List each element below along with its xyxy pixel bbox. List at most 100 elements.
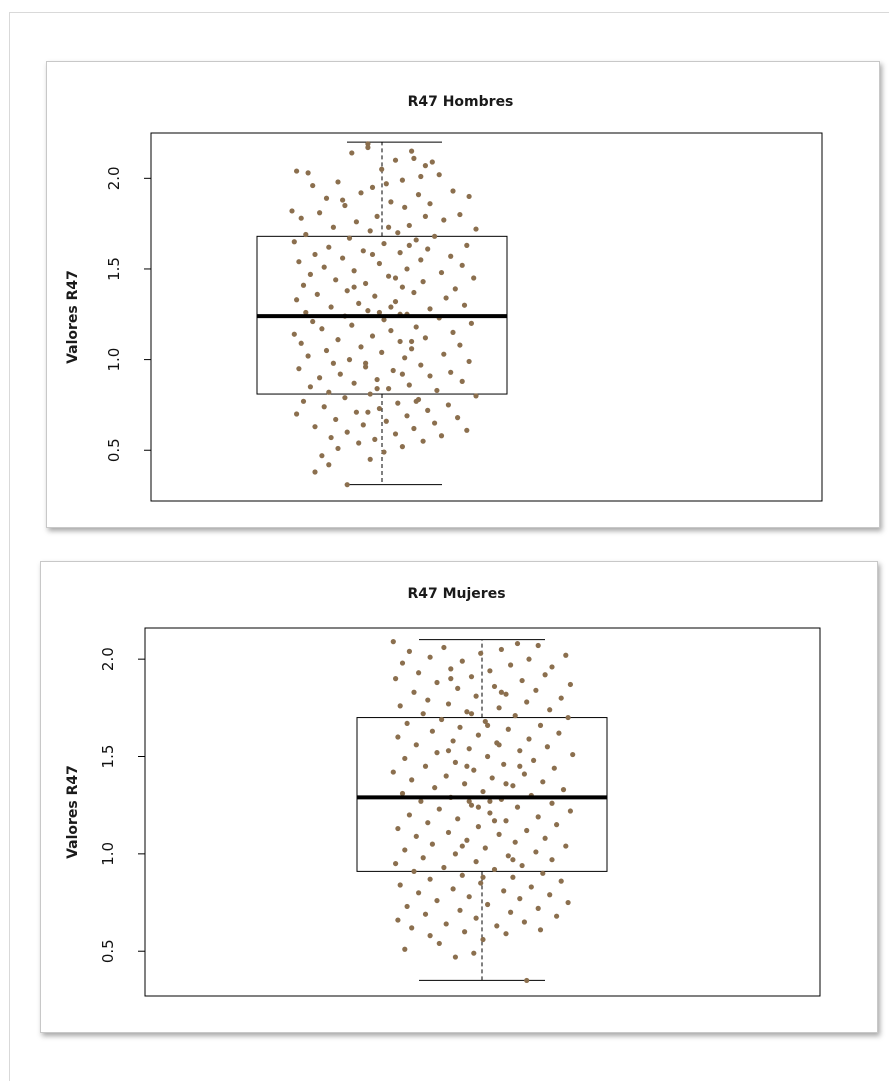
- data-point: [379, 349, 385, 355]
- data-point: [471, 950, 477, 956]
- data-point: [372, 436, 378, 442]
- data-point: [323, 195, 330, 201]
- data-point: [386, 386, 392, 392]
- data-point: [505, 726, 511, 732]
- data-point: [563, 843, 569, 849]
- data-point: [399, 371, 405, 377]
- data-point: [363, 360, 369, 366]
- data-point: [537, 927, 544, 933]
- data-point: [397, 250, 403, 256]
- data-point: [383, 418, 389, 424]
- data-point: [482, 845, 488, 851]
- data-point: [413, 742, 419, 748]
- data-point: [521, 771, 527, 777]
- data-point: [411, 155, 417, 161]
- box-iqr: [356, 717, 608, 872]
- data-point: [452, 759, 458, 765]
- data-point: [468, 711, 475, 717]
- data-point: [406, 222, 412, 229]
- data-point: [464, 837, 470, 843]
- data-point: [411, 868, 417, 874]
- data-point: [353, 219, 359, 225]
- data-point: [397, 338, 403, 345]
- data-point: [298, 340, 304, 346]
- boxplot-mujeres: R47 Mujeres Valores R47 0.5 1.0 1.5 2.0: [65, 586, 821, 997]
- data-point: [429, 159, 435, 165]
- data-point: [416, 890, 422, 896]
- data-point: [330, 224, 336, 230]
- data-point: [452, 286, 458, 292]
- y-axis-label: Valores R47: [65, 270, 81, 364]
- data-point: [340, 197, 346, 203]
- data-point: [468, 674, 475, 680]
- data-point: [294, 411, 300, 417]
- data-point: [480, 874, 486, 880]
- data-point: [402, 204, 408, 210]
- data-point: [404, 720, 410, 727]
- data-point: [409, 346, 415, 352]
- data-point: [291, 239, 297, 245]
- data-point: [491, 866, 498, 873]
- data-point: [321, 404, 327, 410]
- data-point: [379, 166, 385, 172]
- data-point: [496, 742, 502, 748]
- data-point: [524, 977, 530, 984]
- data-point: [346, 235, 353, 241]
- data-point: [319, 453, 325, 459]
- data-point: [441, 864, 447, 871]
- chart-card-mujeres: R47 Mujeres Valores R47 0.5 1.0 1.5 2.0: [40, 561, 878, 1033]
- data-point: [420, 438, 426, 444]
- data-point: [434, 897, 440, 904]
- data-point: [475, 824, 481, 830]
- data-point: [344, 429, 350, 435]
- data-point: [358, 190, 364, 196]
- data-point: [360, 248, 366, 254]
- data-point: [551, 765, 557, 771]
- data-point: [376, 260, 382, 267]
- y-tick-label: 1.5: [99, 745, 117, 769]
- data-point: [533, 687, 539, 693]
- data-point: [524, 699, 530, 705]
- data-point: [438, 269, 445, 276]
- data-point: [466, 193, 472, 200]
- data-point: [450, 886, 456, 892]
- data-point: [464, 763, 470, 769]
- data-point: [540, 870, 546, 876]
- data-point: [450, 329, 456, 336]
- data-point: [434, 679, 440, 686]
- data-point: [333, 277, 339, 283]
- data-point: [503, 781, 509, 787]
- data-point: [420, 711, 426, 717]
- chart-card-hombres: R47 Hombres Valores R47 0.5 1.0 1.5 2.0: [46, 61, 880, 528]
- data-point: [346, 357, 353, 363]
- data-point: [519, 677, 525, 684]
- data-point: [485, 722, 491, 728]
- data-point: [310, 318, 316, 325]
- data-point: [455, 415, 461, 421]
- page-frame: [9, 12, 889, 1081]
- data-point: [360, 422, 366, 428]
- data-point: [429, 841, 435, 847]
- data-point: [399, 444, 405, 450]
- data-point: [314, 291, 320, 297]
- data-point: [524, 827, 530, 834]
- data-point: [369, 184, 376, 190]
- data-point: [503, 818, 509, 824]
- data-point: [448, 676, 454, 682]
- data-point: [303, 231, 309, 238]
- data-point: [381, 317, 387, 323]
- data-point: [508, 909, 514, 915]
- data-point: [328, 434, 334, 441]
- data-point: [326, 244, 332, 250]
- data-point: [468, 320, 474, 326]
- data-point: [517, 896, 523, 902]
- data-point: [303, 309, 309, 316]
- data-point: [418, 257, 424, 263]
- data-point: [459, 843, 465, 849]
- data-point: [312, 469, 318, 475]
- data-point: [422, 335, 428, 341]
- data-point: [436, 940, 442, 947]
- data-point: [422, 213, 428, 219]
- data-point: [485, 901, 491, 908]
- data-point: [427, 654, 433, 660]
